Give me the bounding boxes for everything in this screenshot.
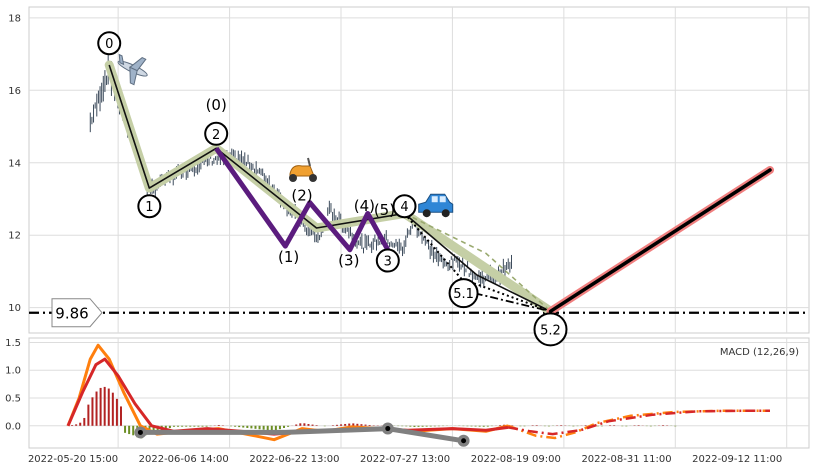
- wave-circle-label: 4: [400, 200, 408, 215]
- macd-y-tick-label: 1.5: [5, 338, 21, 349]
- annotation-labels: 0 1 2 3 4 5.1 5.2 (0) (2) (1) (3) (4)(5) 9.86: [51, 31, 568, 347]
- price-panel: [29, 50, 809, 316]
- wave-circle-marker: [448, 278, 479, 309]
- airplane-icon: [117, 53, 148, 86]
- wave-text-label: (0): [206, 96, 227, 114]
- wave-circle-label: 0: [105, 37, 113, 52]
- wave-circle-label: 5.1: [453, 287, 474, 302]
- x-tick-label: 2022-08-31 11:00: [581, 454, 671, 465]
- car-icon: [418, 193, 454, 218]
- wave-circle-label: 5.2: [540, 323, 561, 338]
- signal-projection: [507, 409, 770, 436]
- macd-y-tick-label: 0.0: [5, 421, 21, 432]
- price-y-tick-label: 12: [8, 231, 21, 242]
- x-tick-label: 2022-06-22 13:00: [249, 454, 339, 465]
- level-arrow-box: [51, 298, 103, 328]
- price-y-tick-label: 10: [8, 303, 21, 314]
- wave-circle-marker: [533, 312, 568, 347]
- macd-projection: [507, 409, 770, 440]
- car-wheel-front: [422, 209, 431, 218]
- projection-line: [548, 168, 772, 314]
- gray-marker-dot: [385, 426, 391, 432]
- macd-panel: [66, 343, 770, 447]
- gray-marker-dot: [137, 429, 143, 435]
- airplane-tail: [118, 53, 125, 66]
- macd-title: MACD (12,26,9): [720, 347, 799, 358]
- gray-trend-line: [140, 426, 464, 444]
- macd-y-tick-label: 0.5: [5, 394, 21, 405]
- scooter-wheel-front: [309, 174, 317, 182]
- x-tick-label: 2022-06-06 14:00: [139, 454, 229, 465]
- wave-alt-line: [404, 212, 552, 312]
- x-tick-label: 2022-08-19 09:00: [471, 454, 561, 465]
- wave-circle-label: 1: [145, 200, 153, 215]
- wave-circle-marker: [97, 31, 122, 56]
- wave-text-label: (2): [291, 186, 312, 204]
- level-value-label: 9.86: [55, 305, 88, 323]
- wave-circle-label: 3: [384, 255, 392, 270]
- wave-circle-marker: [137, 194, 162, 219]
- gray-marker-dot: [461, 438, 467, 444]
- macd-y-tick-label: 1.0: [5, 366, 21, 377]
- car-window-back: [439, 196, 446, 203]
- scooter-handle: [307, 157, 311, 167]
- wave-text-label: (4): [354, 197, 375, 215]
- wave-circle-marker: [204, 121, 229, 146]
- price-y-tick-label: 18: [8, 13, 21, 24]
- x-tick-label: 2022-07-27 13:00: [360, 454, 450, 465]
- scooter-body: [289, 165, 315, 177]
- wave-sub-line: [214, 146, 390, 253]
- car-wheel-back: [441, 209, 450, 218]
- wave-primary-line: [108, 64, 551, 313]
- wave-text-label: (5): [374, 201, 395, 219]
- wave-text-label: (3): [338, 252, 359, 270]
- scooter-wheel-back: [289, 174, 297, 182]
- car-window-front: [431, 196, 438, 203]
- wave-circle-marker: [392, 194, 417, 219]
- x-tick-label: 2022-09-12 11:00: [692, 454, 782, 465]
- wave-circle-marker: [375, 248, 400, 273]
- scooter-icon: [289, 157, 317, 182]
- x-tick-label: 2022-05-20 15:00: [28, 454, 118, 465]
- price-panel-frame: [28, 6, 810, 334]
- price-y-tick-label: 14: [8, 158, 21, 169]
- airplane-wing-bottom: [129, 66, 138, 86]
- price-y-tick-label: 16: [8, 86, 21, 97]
- wave-text-label: (1): [278, 248, 299, 266]
- wave-circle-label: 2: [212, 128, 220, 143]
